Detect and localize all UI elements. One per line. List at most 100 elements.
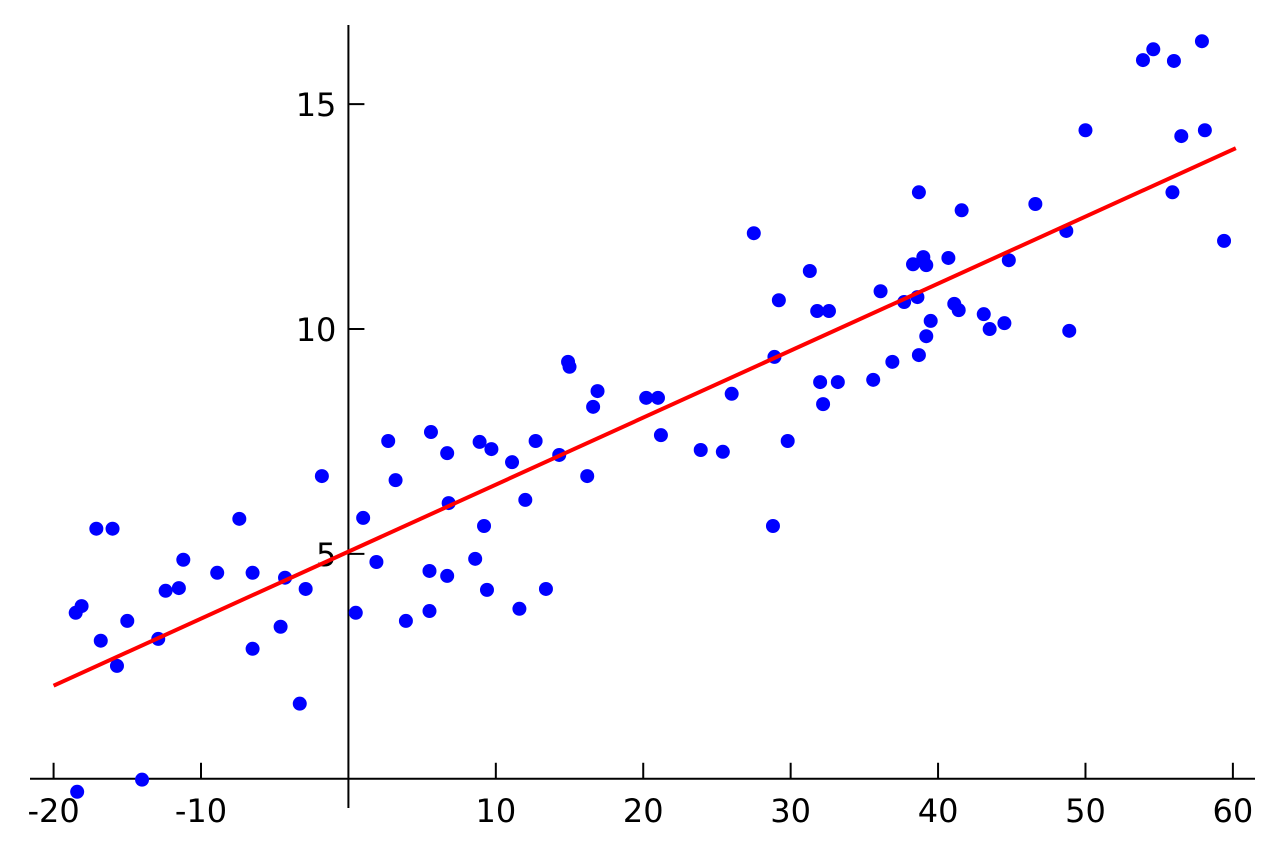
- data-point: [505, 455, 520, 470]
- data-point: [982, 322, 997, 337]
- data-point: [997, 316, 1012, 331]
- data-point: [423, 425, 438, 440]
- data-point: [746, 226, 761, 241]
- data-point: [70, 784, 85, 799]
- data-point: [923, 313, 938, 328]
- data-point: [176, 552, 191, 567]
- data-point: [472, 434, 487, 449]
- data-point: [245, 565, 260, 580]
- data-point: [273, 619, 288, 634]
- data-point: [109, 658, 124, 673]
- data-point: [650, 390, 665, 405]
- data-point: [210, 565, 225, 580]
- data-point: [919, 258, 934, 273]
- data-point: [440, 568, 455, 583]
- data-point: [422, 604, 437, 619]
- data-point: [951, 303, 966, 318]
- data-point: [1217, 233, 1232, 248]
- data-point: [369, 554, 384, 569]
- data-point: [586, 399, 601, 414]
- data-point: [590, 384, 605, 399]
- data-point: [388, 473, 403, 488]
- data-point: [765, 519, 780, 534]
- data-point: [1165, 185, 1180, 200]
- data-point: [693, 443, 708, 458]
- y-tick-label: 10: [296, 311, 337, 349]
- data-point: [292, 696, 307, 711]
- data-point: [1166, 53, 1181, 68]
- x-tick-label: 40: [918, 792, 959, 830]
- data-point: [715, 444, 730, 459]
- data-point: [724, 386, 739, 401]
- data-point: [468, 551, 483, 566]
- data-point: [911, 348, 926, 363]
- data-point: [941, 250, 956, 265]
- data-point: [1135, 53, 1150, 68]
- fit-line: [52, 146, 1237, 688]
- data-point: [1174, 129, 1189, 144]
- data-point: [1001, 253, 1016, 268]
- data-point: [232, 511, 247, 526]
- data-point: [1197, 123, 1212, 138]
- data-point: [298, 581, 313, 596]
- data-point: [477, 519, 492, 534]
- x-tick-label: 10: [475, 792, 516, 830]
- data-point: [1062, 323, 1077, 338]
- data-point: [120, 613, 135, 628]
- x-tick-label: 20: [623, 792, 664, 830]
- data-point: [810, 304, 825, 319]
- data-point: [653, 428, 668, 443]
- data-point: [538, 581, 553, 596]
- data-point: [356, 510, 371, 525]
- data-point: [93, 633, 108, 648]
- x-tick-label: -10: [175, 792, 227, 830]
- x-tick-label: 60: [1213, 792, 1254, 830]
- data-point: [89, 521, 104, 536]
- data-point: [1146, 42, 1161, 57]
- data-point: [74, 599, 89, 614]
- data-point: [873, 284, 888, 299]
- data-point: [780, 434, 795, 449]
- data-point: [484, 442, 499, 457]
- data-point: [105, 521, 120, 536]
- data-point: [1194, 34, 1209, 49]
- data-point: [381, 434, 396, 449]
- data-point: [919, 329, 934, 344]
- data-point: [135, 772, 150, 787]
- x-tick-label: 50: [1065, 792, 1106, 830]
- data-point: [816, 397, 831, 412]
- data-point: [802, 264, 817, 279]
- data-point: [911, 185, 926, 200]
- data-point: [821, 304, 836, 319]
- data-point: [348, 605, 363, 620]
- data-point: [171, 581, 186, 596]
- x-tick-label: 30: [770, 792, 811, 830]
- data-point: [866, 372, 881, 387]
- data-point: [422, 563, 437, 578]
- data-point: [398, 613, 413, 628]
- data-point: [1078, 123, 1093, 138]
- data-point: [314, 469, 329, 484]
- data-point: [771, 293, 786, 308]
- data-point: [479, 582, 494, 597]
- data-point: [1028, 196, 1043, 211]
- data-point: [830, 375, 845, 390]
- data-point: [885, 354, 900, 369]
- data-point: [158, 583, 173, 598]
- y-tick-label: 5: [316, 536, 336, 574]
- data-point: [512, 601, 527, 616]
- data-point: [639, 390, 654, 405]
- data-point: [813, 375, 828, 390]
- data-point: [954, 203, 969, 218]
- data-point: [976, 307, 991, 322]
- data-point: [518, 492, 533, 507]
- data-point: [440, 446, 455, 461]
- data-point: [245, 641, 260, 656]
- data-point: [528, 434, 543, 449]
- data-point: [562, 359, 577, 374]
- y-tick-label: 15: [296, 86, 337, 124]
- data-point: [580, 469, 595, 484]
- data-point: [906, 257, 921, 272]
- x-tick-label: -20: [27, 792, 79, 830]
